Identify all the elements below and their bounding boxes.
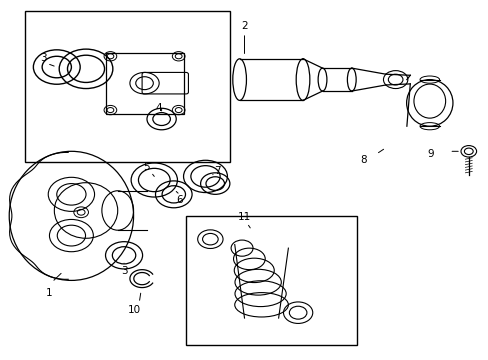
Text: 11: 11: [237, 212, 251, 221]
Text: 9: 9: [427, 149, 433, 159]
Text: 3: 3: [40, 53, 46, 63]
Text: 7: 7: [214, 166, 221, 176]
Text: 2: 2: [241, 21, 247, 31]
Text: 10: 10: [128, 305, 141, 315]
Text: 4: 4: [156, 103, 162, 113]
Text: 6: 6: [176, 195, 183, 206]
Text: 8: 8: [360, 155, 366, 165]
Bar: [25, 12, 229, 162]
Bar: [105, 53, 183, 114]
Text: 3: 3: [121, 266, 127, 276]
Text: 5: 5: [142, 162, 149, 172]
Bar: [185, 216, 356, 345]
Text: 1: 1: [46, 288, 53, 298]
